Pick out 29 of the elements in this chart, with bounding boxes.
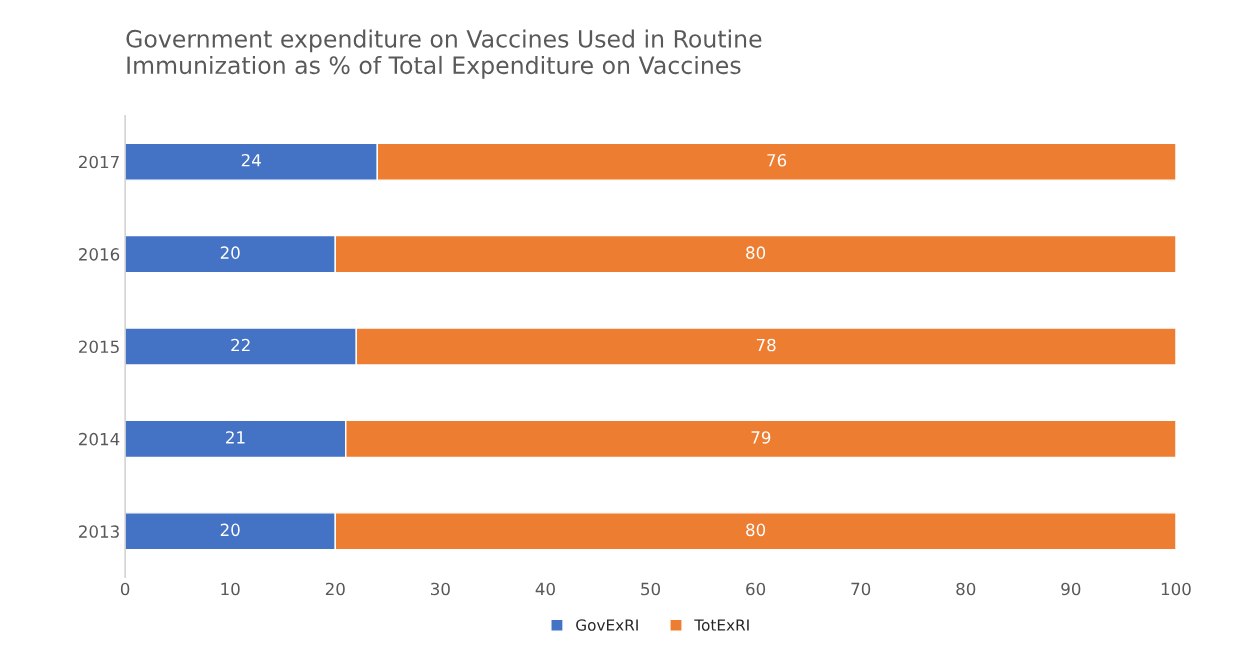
data-label: 79 [751,431,771,444]
y-tick-label: 2015 [79,340,119,354]
x-tick-label: 100 [1161,582,1191,596]
data-label: 21 [226,431,245,444]
y-tick-label: 2013 [79,525,119,538]
y-tick-label: 2014 [79,432,120,446]
x-tick-label: 90 [1061,582,1081,596]
x-tick-label: 40 [535,582,555,596]
data-label: 24 [241,153,261,167]
x-tick-label: 30 [431,582,450,596]
data-label: 80 [746,246,766,259]
legend-label: GovExRI [576,619,638,631]
legend-label: TotExRI [694,619,749,631]
x-tick-label: 60 [746,582,766,596]
chart-title: Government expenditure on Vaccines Used in Routine Immunization as % of Total Expenditure on Vaccines [126,29,762,79]
x-tick-label: 80 [956,582,976,596]
data-label: 80 [746,523,766,537]
x-tick-label: 0 [120,582,130,596]
y-tick-label: 2017 [79,155,119,169]
y-tick-label: 2016 [79,248,120,261]
data-label: 22 [231,338,250,352]
x-tick-label: 10 [221,582,240,596]
x-tick-label: 70 [851,582,871,596]
data-label: 20 [220,523,240,537]
data-label: 20 [220,246,240,259]
data-label: 78 [756,338,776,352]
data-label: 76 [767,153,787,167]
x-tick-label: 50 [641,582,661,596]
x-tick-label: 20 [325,582,345,596]
